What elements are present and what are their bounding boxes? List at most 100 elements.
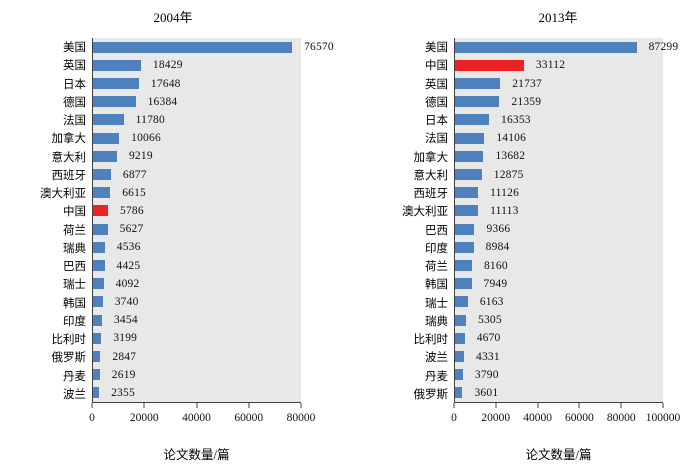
value-label: 5627 — [119, 223, 144, 236]
category-label: 澳大利亚 — [402, 206, 448, 219]
bar — [455, 260, 472, 272]
value-label: 10066 — [131, 132, 161, 145]
bar — [455, 278, 472, 290]
category-label: 法国 — [63, 115, 86, 128]
category-label: 英国 — [425, 78, 448, 91]
bar-row: 4092 — [93, 275, 301, 293]
value-label: 2619 — [111, 368, 136, 381]
value-label: 4536 — [116, 241, 141, 254]
value-label: 2355 — [111, 386, 135, 399]
category-label: 日本 — [425, 115, 448, 128]
bar — [455, 387, 463, 399]
bar — [93, 78, 139, 89]
bar-row: 2847 — [93, 347, 301, 365]
x-tick-label: 0 — [89, 412, 95, 424]
category-label: 西班牙 — [51, 169, 87, 182]
category-label: 德国 — [425, 96, 448, 109]
bar — [455, 41, 637, 53]
value-label: 4092 — [115, 277, 140, 290]
bar — [93, 187, 111, 199]
value-label: 11113 — [490, 204, 519, 217]
bar-row: 9219 — [93, 147, 301, 165]
x-tick-label: 40000 — [523, 412, 552, 424]
bar-row: 14106 — [455, 129, 663, 147]
category-label: 加拿大 — [413, 151, 449, 164]
category-label: 比利时 — [413, 334, 449, 347]
x-tick-mark — [453, 403, 455, 408]
bar-row: 7949 — [455, 275, 663, 293]
bar-row: 3790 — [455, 366, 663, 384]
bar — [93, 114, 124, 126]
bar-row: 8160 — [455, 256, 663, 274]
bar — [93, 132, 120, 144]
category-label: 英国 — [63, 60, 86, 73]
value-label: 8160 — [483, 259, 508, 272]
category-label: 瑞典 — [425, 315, 448, 328]
bar-row: 3454 — [93, 311, 301, 329]
category-label: 意大利 — [51, 151, 87, 164]
bar — [455, 187, 479, 199]
bar-row: 21359 — [455, 93, 663, 111]
bar-row: 11126 — [455, 184, 663, 202]
bar — [455, 150, 484, 162]
bar — [93, 59, 141, 71]
category-label: 日本 — [63, 78, 86, 91]
value-label: 21737 — [512, 77, 542, 90]
category-label: 丹麦 — [63, 370, 86, 383]
value-label: 6615 — [122, 186, 146, 199]
x-tick-label: 40000 — [182, 412, 211, 424]
value-label: 21359 — [511, 95, 542, 108]
bar — [455, 96, 500, 108]
plot-area: 87299 33112 21737 21359 16353 14106 13682 12875… — [454, 38, 678, 403]
x-tick-label: 60000 — [234, 412, 264, 424]
category-label: 韩国 — [425, 279, 448, 292]
bar — [455, 332, 465, 344]
category-label: 加拿大 — [51, 133, 87, 146]
bar-row: 11780 — [93, 111, 301, 129]
bar — [93, 369, 100, 381]
category-label: 瑞士 — [63, 279, 86, 292]
bar — [455, 296, 468, 308]
x-tick-mark — [578, 403, 580, 408]
category-label: 德国 — [63, 96, 86, 109]
bar — [93, 351, 101, 363]
chart-title: 2004年 — [153, 10, 193, 25]
value-label: 11780 — [135, 113, 165, 126]
x-axis-title: 论文数量/篇 — [525, 448, 592, 462]
bar — [93, 314, 102, 326]
bar-row: 18429 — [93, 56, 301, 74]
bar-row: 87299 — [455, 38, 678, 56]
x-tick-mark — [620, 403, 622, 408]
bar — [93, 223, 108, 235]
x-axis: 0 20000 40000 60000 80000 — [89, 403, 315, 439]
value-label: 16353 — [501, 113, 531, 126]
value-label: 76570 — [304, 41, 334, 54]
bar — [455, 132, 485, 144]
value-label: 12875 — [493, 168, 524, 181]
value-label: 4670 — [476, 332, 501, 345]
category-label: 韩国 — [63, 297, 86, 310]
x-axis-title: 论文数量/篇 — [163, 448, 230, 462]
category-label: 波兰 — [425, 352, 448, 365]
bar — [455, 114, 489, 126]
bar-row: 8984 — [455, 238, 663, 256]
bar-row: 3740 — [93, 293, 301, 311]
chart-2004: 2004年 美国 英国 日本 德国 法国 加拿大 意大利 西班牙 澳大利亚 中国 荷兰 瑞典 巴西 瑞士韩… — [40, 10, 334, 462]
x-tick-mark — [537, 403, 539, 408]
value-label: 4331 — [476, 350, 500, 363]
value-label: 11126 — [490, 186, 520, 199]
x-tick-label: 60000 — [565, 412, 594, 424]
x-tick-label: 20000 — [129, 412, 159, 424]
bar — [455, 59, 524, 71]
value-label: 9366 — [486, 223, 511, 236]
bar — [93, 205, 109, 217]
value-label: 16384 — [147, 95, 178, 108]
x-tick-mark — [248, 403, 250, 408]
bar — [93, 41, 293, 53]
value-label: 6877 — [122, 168, 147, 181]
bar — [93, 241, 105, 253]
category-label: 巴西 — [425, 224, 448, 237]
x-tick-label: 20000 — [481, 412, 511, 424]
category-label: 中国 — [63, 206, 86, 219]
